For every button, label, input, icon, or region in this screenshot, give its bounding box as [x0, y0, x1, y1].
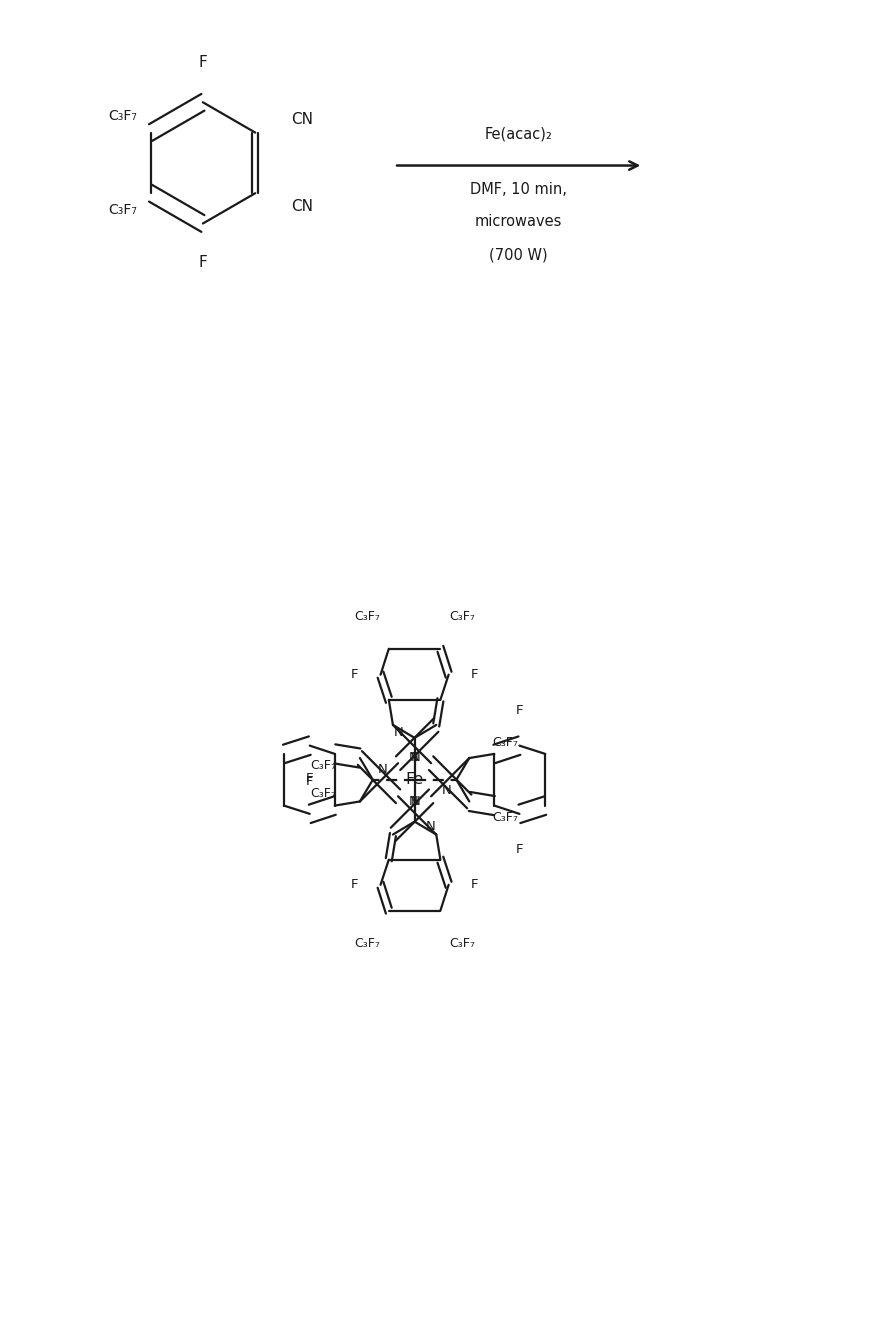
Text: N: N	[409, 751, 418, 764]
Text: N: N	[409, 795, 418, 808]
Text: F: F	[306, 772, 313, 786]
Text: C₃F₇: C₃F₇	[310, 759, 336, 772]
Text: F: F	[350, 878, 358, 891]
Text: C₃F₇: C₃F₇	[493, 735, 518, 749]
Text: N: N	[410, 751, 420, 764]
Text: CN: CN	[291, 199, 313, 214]
Text: F: F	[306, 775, 313, 787]
Text: Fe(acac)₂: Fe(acac)₂	[485, 127, 552, 141]
Text: F: F	[515, 842, 523, 855]
Text: microwaves: microwaves	[475, 215, 561, 229]
Text: F: F	[198, 55, 207, 70]
Text: Fe: Fe	[405, 772, 423, 787]
Text: C₃F₇: C₃F₇	[108, 108, 137, 123]
Text: CN: CN	[291, 112, 313, 127]
Text: C₃F₇: C₃F₇	[310, 787, 336, 800]
Text: F: F	[350, 668, 358, 681]
Text: C₃F₇: C₃F₇	[449, 937, 475, 950]
Text: F: F	[198, 256, 207, 270]
Text: C₃F₇: C₃F₇	[354, 937, 379, 950]
Text: N: N	[426, 820, 435, 833]
Text: DMF, 10 min,: DMF, 10 min,	[469, 182, 567, 196]
Text: N: N	[377, 763, 386, 776]
Text: C₃F₇: C₃F₇	[449, 609, 475, 622]
Text: F: F	[515, 704, 523, 717]
Text: C₃F₇: C₃F₇	[354, 609, 379, 622]
Text: (700 W): (700 W)	[489, 248, 547, 262]
Text: F: F	[470, 878, 477, 891]
Text: N: N	[442, 784, 451, 797]
Text: C₃F₇: C₃F₇	[493, 811, 518, 824]
Text: F: F	[470, 668, 477, 681]
Text: N: N	[410, 795, 420, 808]
Text: C₃F₇: C₃F₇	[108, 203, 137, 217]
Text: N: N	[393, 726, 403, 739]
